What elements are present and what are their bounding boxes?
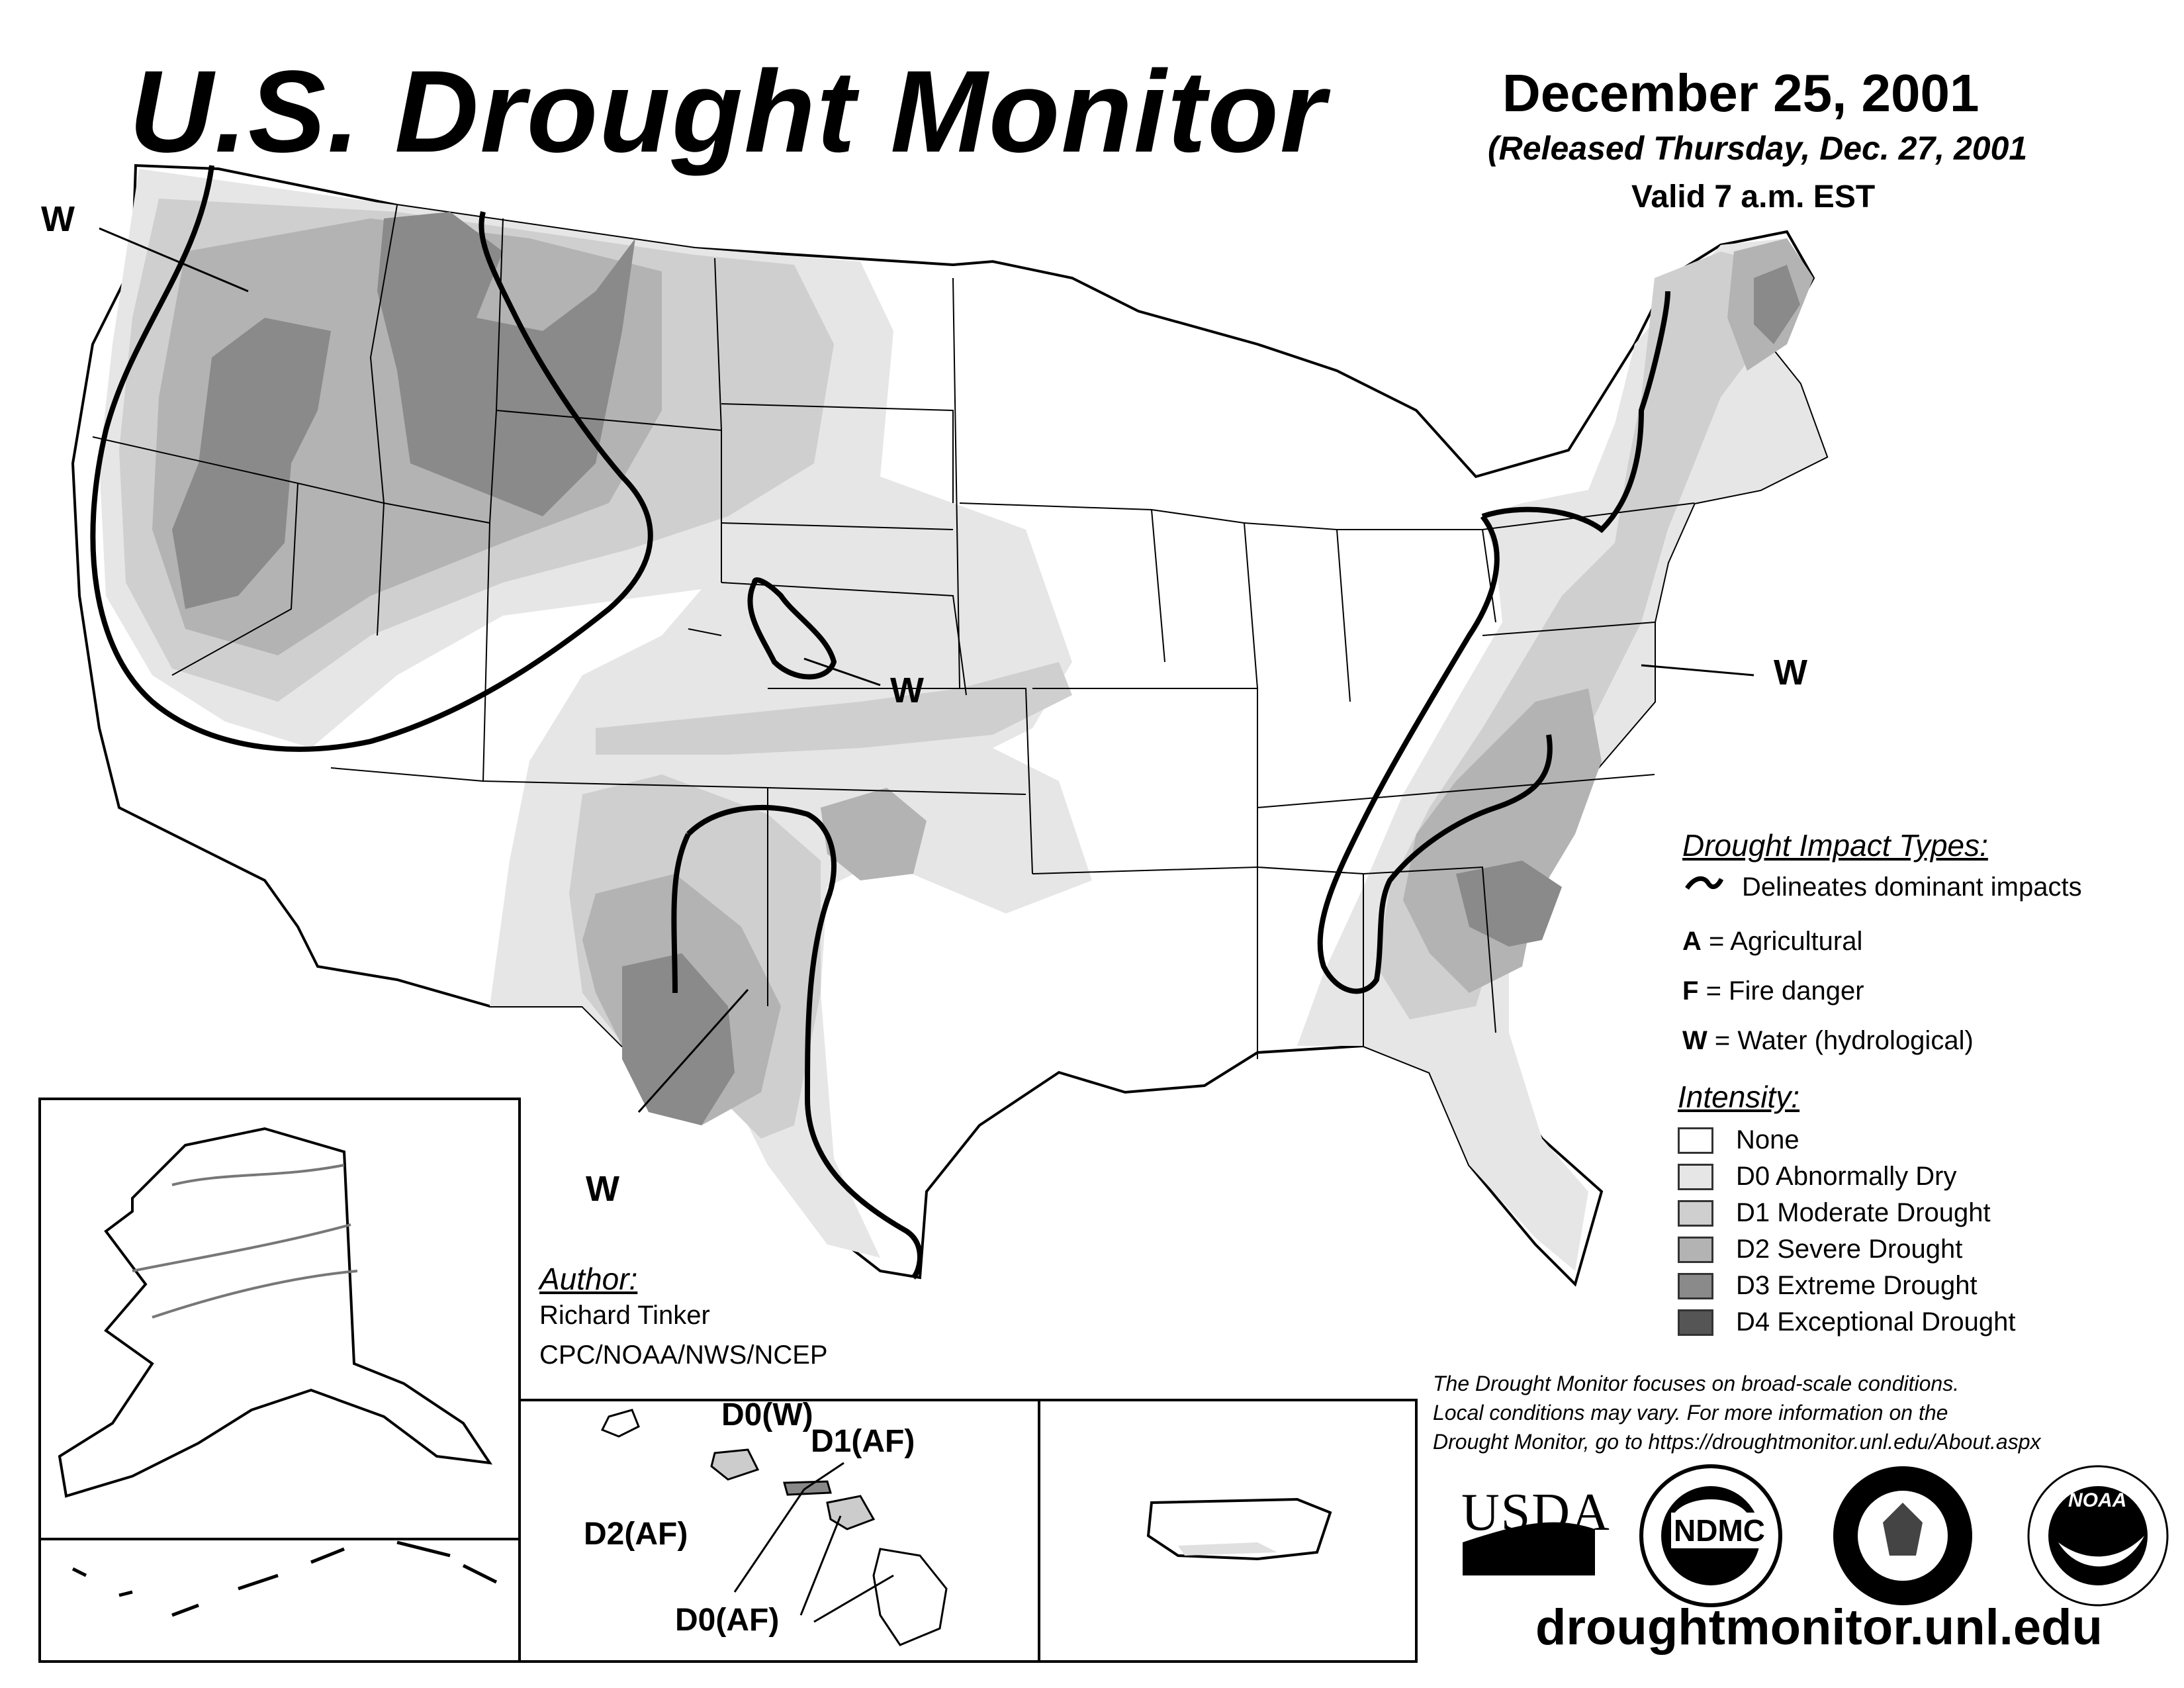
intensity-row: D1 Moderate Drought	[1678, 1195, 2015, 1231]
d2-region-carolinas	[1403, 688, 1602, 993]
d1-region-kansas-band	[596, 662, 1072, 755]
author-org: CPC/NOAA/NWS/NCEP	[539, 1340, 828, 1370]
impact-water-key: W	[1682, 1026, 1707, 1055]
impact-agricultural-key: A	[1682, 927, 1702, 956]
d2-region-oklahoma	[821, 788, 927, 880]
impact-agricultural: A = Agricultural	[1682, 927, 1862, 957]
impact-water-text: = Water (hydrological)	[1714, 1026, 1974, 1055]
d3-region-south-carolina	[1456, 861, 1562, 947]
hawaii-label-d0af: D0(AF)	[675, 1603, 780, 1638]
page-title: U.S. Drought Monitor	[129, 47, 1327, 177]
ndmc-logo-text: NDMC	[1671, 1513, 1768, 1548]
intensity-label: D3 Extreme Drought	[1736, 1271, 1978, 1300]
website-url: droughtmonitor.unl.edu	[1535, 1599, 2103, 1656]
disclaimer: The Drought Monitor focuses on broad-sca…	[1433, 1369, 2174, 1456]
disclaimer-line: The Drought Monitor focuses on broad-sca…	[1433, 1372, 1960, 1395]
map-label-w-texas: W	[586, 1169, 619, 1209]
map-date: December 25, 2001	[1502, 64, 1979, 122]
impact-line-icon	[1685, 876, 1724, 890]
intensity-label: D2 Severe Drought	[1736, 1235, 1963, 1264]
state-boundaries	[92, 205, 1695, 1059]
author-heading: Author:	[539, 1262, 638, 1296]
intensity-legend: None D0 Abnormally Dry D1 Moderate Droug…	[1678, 1122, 2015, 1340]
intensity-row: D2 Severe Drought	[1678, 1231, 2015, 1268]
d3-region-oregon-nevada	[172, 318, 331, 609]
d3-region-big-bend	[622, 953, 735, 1125]
noaa-logo-text: NOAA	[2068, 1489, 2127, 1511]
intensity-swatch-d0	[1678, 1163, 1713, 1190]
puerto-rico-d0	[1178, 1542, 1277, 1556]
impact-delineation-lines	[90, 165, 1670, 1280]
alaska-rivers	[132, 1164, 358, 1319]
intensity-row: D0 Abnormally Dry	[1678, 1158, 2015, 1195]
hawaii-label-d0w: D0(W)	[721, 1397, 813, 1432]
noaa-seal	[2027, 1465, 2169, 1607]
d3-region-maine	[1754, 265, 1800, 344]
impact-fire: F = Fire danger	[1682, 976, 1864, 1006]
impact-fire-text: = Fire danger	[1706, 976, 1864, 1006]
usda-logo-text: USDA	[1461, 1483, 1611, 1542]
intensity-swatch-d4	[1678, 1309, 1713, 1336]
intensity-swatch-d2	[1678, 1236, 1713, 1263]
valid-time: Valid 7 a.m. EST	[1631, 179, 1876, 214]
intensity-heading: Intensity:	[1678, 1080, 1800, 1114]
w-leader-lines	[99, 227, 1754, 1113]
map-label-w-kansas: W	[890, 671, 924, 710]
release-date: (Released Thursday, Dec. 27, 2001	[1488, 130, 2028, 167]
intensity-label: D4 Exceptional Drought	[1736, 1307, 2016, 1336]
disclaimer-line: Local conditions may vary. For more info…	[1433, 1401, 1948, 1425]
hawaii-inset-frame	[518, 1399, 1040, 1663]
aleutian-islands	[71, 1540, 498, 1617]
hawaii-kauai	[600, 1409, 640, 1438]
intensity-row: D3 Extreme Drought	[1678, 1268, 2015, 1304]
hawaii-label-d1af: D1(AF)	[811, 1424, 915, 1459]
hawaii-leader-lines	[733, 1462, 894, 1623]
hawaii-big-island	[872, 1548, 948, 1646]
d3-region-idaho-montana	[377, 212, 635, 516]
intensity-row: None	[1678, 1122, 2015, 1158]
hawaii-label-d2af: D2(AF)	[584, 1517, 688, 1552]
map-label-w-pacific-nw: W	[41, 199, 75, 239]
puerto-rico-shape	[1146, 1497, 1332, 1561]
intensity-label: D0 Abnormally Dry	[1736, 1162, 1957, 1191]
hawaii-oahu	[710, 1448, 760, 1481]
impact-types-heading: Drought Impact Types:	[1682, 828, 1988, 863]
intensity-swatch-d3	[1678, 1272, 1713, 1299]
intensity-row: D4 Exceptional Drought	[1678, 1304, 2015, 1340]
disclaimer-line: Drought Monitor, go to https://droughtmo…	[1433, 1430, 2041, 1454]
author-name: Richard Tinker	[539, 1301, 710, 1330]
impact-delineates-text: Delineates dominant impacts	[1742, 872, 2082, 902]
intensity-label: D1 Moderate Drought	[1736, 1198, 1991, 1227]
impact-agricultural-text: = Agricultural	[1709, 927, 1863, 956]
usda-logo	[1463, 1522, 1595, 1575]
commerce-seal	[1833, 1466, 1972, 1605]
intensity-swatch-none	[1678, 1127, 1713, 1154]
impact-water: W = Water (hydrological)	[1682, 1026, 1974, 1056]
alaska-shape	[58, 1127, 493, 1498]
intensity-swatch-d1	[1678, 1199, 1713, 1227]
impact-fire-key: F	[1682, 976, 1699, 1006]
intensity-label: None	[1736, 1125, 1799, 1154]
map-label-w-mid-atlantic: W	[1774, 653, 1807, 692]
